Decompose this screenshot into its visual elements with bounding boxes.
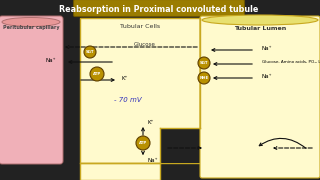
Text: Tubular Lumen: Tubular Lumen [234, 26, 286, 30]
FancyBboxPatch shape [74, 0, 244, 17]
Circle shape [84, 46, 96, 58]
Text: Na⁺: Na⁺ [147, 158, 157, 163]
Text: K⁺: K⁺ [122, 75, 128, 80]
Text: Glucose: Glucose [134, 42, 156, 46]
Text: NHE: NHE [199, 76, 209, 80]
Text: Peritubular capillary: Peritubular capillary [3, 26, 59, 30]
Text: SGT: SGT [200, 61, 208, 65]
Ellipse shape [2, 17, 60, 26]
Text: Na⁺: Na⁺ [262, 46, 273, 51]
Circle shape [90, 67, 104, 81]
Text: ATP: ATP [93, 72, 101, 76]
Text: Na⁺: Na⁺ [45, 57, 56, 62]
Ellipse shape [202, 15, 318, 25]
Circle shape [198, 57, 210, 69]
Text: - 70 mV: - 70 mV [114, 97, 142, 103]
Text: Reabsorption in Proximal convoluted tubule: Reabsorption in Proximal convoluted tubu… [59, 4, 259, 14]
FancyBboxPatch shape [200, 16, 320, 178]
Text: Tubular Cells: Tubular Cells [120, 24, 160, 28]
Text: SGT: SGT [86, 50, 94, 54]
Text: Glucose, Amino acids, PO₄, Lactate: Glucose, Amino acids, PO₄, Lactate [262, 60, 320, 64]
Text: ATP: ATP [139, 141, 147, 145]
Bar [80, 163, 160, 180]
Bar [160, 128, 200, 163]
Text: Na⁺: Na⁺ [262, 73, 273, 78]
Bar [80, 18, 200, 163]
Circle shape [198, 72, 210, 84]
Circle shape [136, 136, 150, 150]
FancyBboxPatch shape [0, 16, 63, 164]
Text: K⁺: K⁺ [147, 120, 153, 125]
